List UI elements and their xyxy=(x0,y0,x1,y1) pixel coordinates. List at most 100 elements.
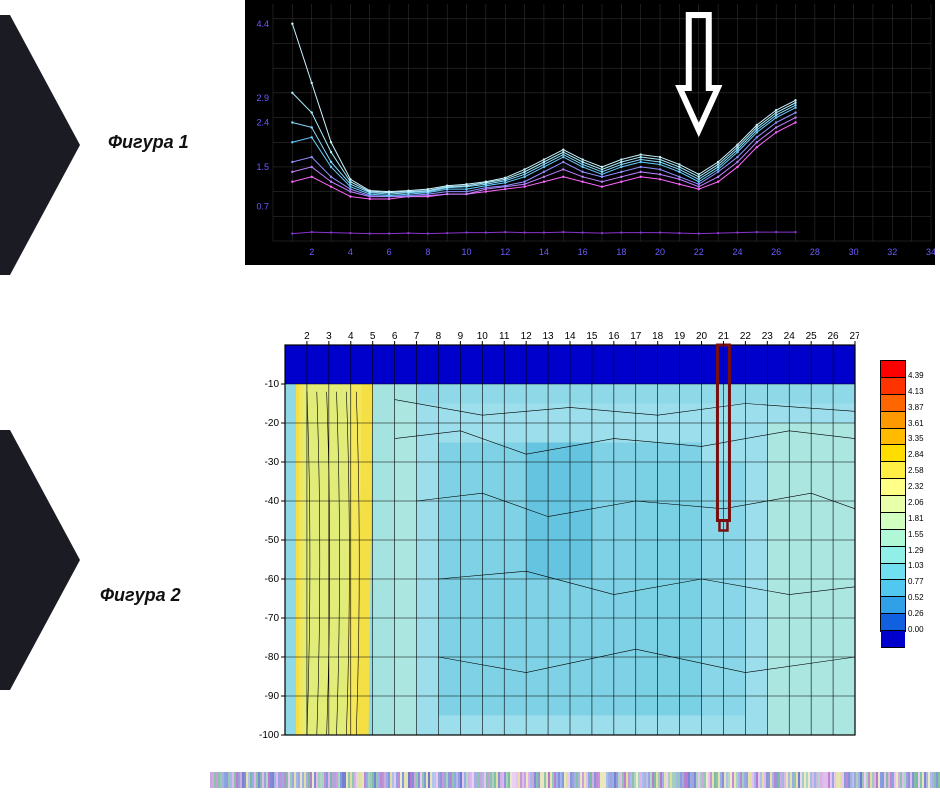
svg-text:28: 28 xyxy=(810,247,820,257)
svg-text:2: 2 xyxy=(309,247,314,257)
legend-value: 1.81 xyxy=(908,514,924,523)
svg-text:8: 8 xyxy=(425,247,430,257)
legend-value: 3.87 xyxy=(908,403,924,412)
legend-value: 3.61 xyxy=(908,419,924,428)
legend-swatch xyxy=(881,513,905,530)
legend-value: 0.52 xyxy=(908,593,924,602)
figure1-label: Фигура 1 xyxy=(108,132,189,153)
legend-swatch xyxy=(881,462,905,479)
svg-text:22: 22 xyxy=(740,331,752,342)
svg-text:-100: -100 xyxy=(259,730,279,739)
svg-text:10: 10 xyxy=(462,247,472,257)
legend-swatch xyxy=(881,378,905,395)
legend-swatch xyxy=(881,361,905,378)
contour-map: 2345678910111213141516171819202122232425… xyxy=(245,323,859,739)
svg-text:12: 12 xyxy=(521,331,533,342)
legend-value: 4.39 xyxy=(908,371,924,380)
svg-text:27: 27 xyxy=(849,331,859,342)
svg-text:10: 10 xyxy=(477,331,489,342)
svg-text:3: 3 xyxy=(326,331,332,342)
legend-value: 2.58 xyxy=(908,466,924,475)
svg-text:-10: -10 xyxy=(265,379,280,390)
svg-text:4.4: 4.4 xyxy=(256,19,269,29)
svg-text:26: 26 xyxy=(771,247,781,257)
svg-text:1.5: 1.5 xyxy=(256,162,269,172)
svg-text:30: 30 xyxy=(849,247,859,257)
svg-text:18: 18 xyxy=(616,247,626,257)
svg-text:9: 9 xyxy=(458,331,464,342)
legend-swatch xyxy=(881,614,905,631)
legend-swatch xyxy=(881,429,905,446)
svg-text:15: 15 xyxy=(586,331,598,342)
svg-text:-60: -60 xyxy=(265,574,280,585)
svg-text:20: 20 xyxy=(655,247,665,257)
svg-text:-90: -90 xyxy=(265,691,280,702)
svg-text:-80: -80 xyxy=(265,652,280,663)
legend-value: 3.35 xyxy=(908,434,924,443)
svg-text:16: 16 xyxy=(578,247,588,257)
svg-text:6: 6 xyxy=(387,247,392,257)
svg-text:5: 5 xyxy=(370,331,376,342)
legend-value: 1.55 xyxy=(908,530,924,539)
line-chart: 0.71.52.42.94.42468101214161820222426283… xyxy=(245,0,935,265)
legend-value: 1.03 xyxy=(908,561,924,570)
legend-value: 2.06 xyxy=(908,498,924,507)
legend-swatch xyxy=(881,445,905,462)
svg-text:17: 17 xyxy=(630,331,642,342)
svg-text:24: 24 xyxy=(784,331,796,342)
legend-value: 0.00 xyxy=(908,625,924,634)
legend-swatch xyxy=(881,631,905,648)
svg-text:16: 16 xyxy=(608,331,620,342)
footer-pattern-bar xyxy=(210,772,940,788)
legend-swatch xyxy=(881,597,905,614)
svg-text:2.4: 2.4 xyxy=(256,118,269,128)
legend-swatch xyxy=(881,580,905,597)
svg-text:24: 24 xyxy=(732,247,742,257)
svg-text:22: 22 xyxy=(694,247,704,257)
legend-value: 0.77 xyxy=(908,577,924,586)
svg-text:-20: -20 xyxy=(265,418,280,429)
legend-swatch xyxy=(881,530,905,547)
svg-text:23: 23 xyxy=(762,331,774,342)
svg-text:14: 14 xyxy=(539,247,549,257)
svg-text:21: 21 xyxy=(718,331,730,342)
pointer-fig2 xyxy=(0,430,100,690)
svg-text:20: 20 xyxy=(696,331,708,342)
legend-swatch xyxy=(881,395,905,412)
svg-text:6: 6 xyxy=(392,331,398,342)
legend-swatch xyxy=(881,479,905,496)
svg-text:-50: -50 xyxy=(265,535,280,546)
svg-text:2: 2 xyxy=(304,331,310,342)
pointer-fig1 xyxy=(0,15,100,275)
svg-text:19: 19 xyxy=(674,331,686,342)
svg-text:25: 25 xyxy=(806,331,818,342)
svg-text:7: 7 xyxy=(414,331,420,342)
svg-text:26: 26 xyxy=(828,331,840,342)
svg-text:4: 4 xyxy=(348,331,354,342)
svg-text:12: 12 xyxy=(500,247,510,257)
legend-value: 0.26 xyxy=(908,609,924,618)
svg-text:0.7: 0.7 xyxy=(256,201,269,211)
svg-text:34: 34 xyxy=(926,247,935,257)
svg-text:13: 13 xyxy=(543,331,555,342)
legend-value: 2.32 xyxy=(908,482,924,491)
svg-text:11: 11 xyxy=(499,331,510,342)
colorbar-legend: 4.39 4.13 3.87 3.61 3.35 2.84 2.58 2.32 2.06 1.81… xyxy=(880,360,940,632)
svg-text:-40: -40 xyxy=(265,496,280,507)
svg-text:2.9: 2.9 xyxy=(256,93,269,103)
legend-swatch xyxy=(881,412,905,429)
legend-swatch xyxy=(881,547,905,564)
svg-text:18: 18 xyxy=(652,331,664,342)
svg-text:32: 32 xyxy=(887,247,897,257)
svg-text:-70: -70 xyxy=(265,613,280,624)
legend-value: 1.29 xyxy=(908,546,924,555)
svg-text:4: 4 xyxy=(348,247,353,257)
svg-text:14: 14 xyxy=(564,331,576,342)
figure2-label: Фигура 2 xyxy=(100,585,181,606)
svg-text:-30: -30 xyxy=(265,457,280,468)
legend-value: 4.13 xyxy=(908,387,924,396)
svg-text:8: 8 xyxy=(436,331,442,342)
legend-value: 2.84 xyxy=(908,450,924,459)
legend-swatch xyxy=(881,496,905,513)
legend-swatch xyxy=(881,564,905,581)
